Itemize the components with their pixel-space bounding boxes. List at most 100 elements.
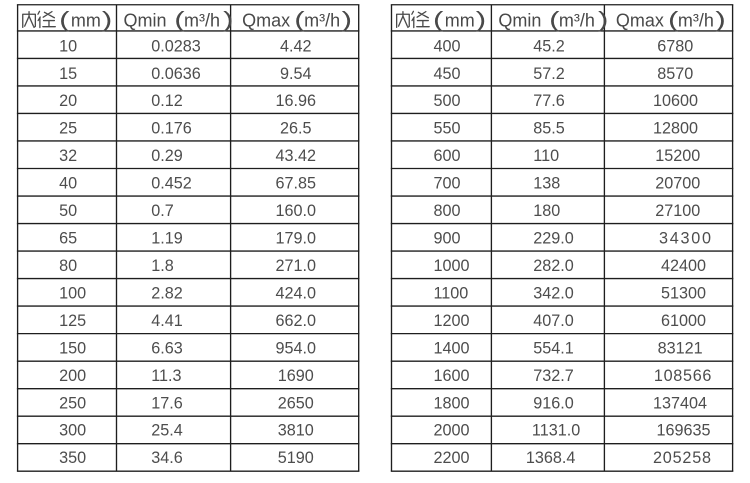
svg-text:1000: 1000 [434, 257, 470, 275]
svg-text:40: 40 [59, 175, 77, 193]
svg-text:424.0: 424.0 [276, 284, 317, 302]
svg-text:500: 500 [434, 92, 461, 110]
svg-text:1200: 1200 [434, 312, 470, 330]
svg-text:4.41: 4.41 [151, 312, 183, 330]
svg-text:20: 20 [59, 92, 77, 110]
svg-text:0.29: 0.29 [151, 147, 183, 165]
svg-text:10600: 10600 [653, 92, 698, 110]
svg-text:700: 700 [434, 175, 461, 193]
svg-text:80: 80 [59, 257, 77, 275]
svg-text:mm: mm [445, 10, 475, 30]
svg-text:m³/h: m³/h [304, 10, 340, 30]
svg-text:954.0: 954.0 [276, 339, 317, 357]
svg-text:45.2: 45.2 [533, 37, 565, 55]
svg-text:6.63: 6.63 [151, 339, 183, 357]
svg-text:1600: 1600 [434, 367, 470, 385]
svg-text:42400: 42400 [661, 257, 706, 275]
svg-text:137404: 137404 [653, 394, 707, 412]
svg-text:8570: 8570 [657, 65, 693, 83]
svg-text:67.85: 67.85 [276, 175, 317, 193]
svg-text:2650: 2650 [278, 394, 314, 412]
svg-text:2.82: 2.82 [151, 284, 183, 302]
svg-text:100: 100 [59, 284, 86, 302]
svg-text:110: 110 [533, 147, 559, 165]
svg-text:): ) [476, 7, 486, 31]
svg-text:2200: 2200 [434, 449, 470, 467]
svg-text:32: 32 [59, 147, 77, 165]
svg-text:12800: 12800 [653, 120, 698, 138]
svg-text:550: 550 [434, 120, 461, 138]
svg-text:732.7: 732.7 [533, 367, 574, 385]
svg-text:): ) [223, 7, 233, 31]
svg-text:0.7: 0.7 [151, 202, 174, 220]
svg-text:450: 450 [434, 65, 461, 83]
svg-text:): ) [102, 7, 112, 31]
svg-text:): ) [342, 7, 352, 31]
svg-text:83121: 83121 [658, 339, 703, 357]
svg-text:250: 250 [59, 394, 86, 412]
svg-text:350: 350 [59, 449, 86, 467]
svg-text:5190: 5190 [278, 449, 314, 467]
svg-text:77.6: 77.6 [533, 92, 565, 110]
svg-text:916.0: 916.0 [533, 394, 574, 412]
svg-text:11.3: 11.3 [151, 367, 181, 385]
svg-text:Qmax: Qmax [242, 10, 290, 30]
svg-text:50: 50 [59, 202, 77, 220]
svg-text:138: 138 [533, 175, 560, 193]
svg-text:0.0636: 0.0636 [151, 65, 201, 83]
svg-text:(: ( [668, 7, 678, 31]
svg-text:25.4: 25.4 [151, 422, 183, 440]
svg-text:180: 180 [533, 202, 560, 220]
svg-text:61000: 61000 [661, 312, 706, 330]
svg-text:(: ( [59, 7, 69, 31]
svg-text:0.176: 0.176 [151, 120, 192, 138]
svg-text:26.5: 26.5 [280, 120, 312, 138]
svg-text:554.1: 554.1 [533, 339, 574, 357]
svg-text:mm: mm [71, 10, 101, 30]
svg-text:): ) [715, 7, 725, 31]
svg-text:150: 150 [59, 339, 86, 357]
svg-text:205258: 205258 [653, 449, 711, 467]
svg-text:m³/h: m³/h [559, 10, 595, 30]
svg-text:1100: 1100 [434, 284, 469, 302]
svg-text:300: 300 [59, 422, 86, 440]
svg-text:25: 25 [59, 120, 77, 138]
svg-text:0.0283: 0.0283 [151, 37, 201, 55]
svg-text:169635: 169635 [657, 422, 711, 440]
svg-text:34.6: 34.6 [151, 449, 183, 467]
svg-text:51300: 51300 [661, 284, 706, 302]
svg-text:342.0: 342.0 [533, 284, 574, 302]
svg-text:0.452: 0.452 [151, 175, 192, 193]
svg-text:Qmin: Qmin [124, 10, 167, 30]
svg-text:1800: 1800 [434, 394, 470, 412]
svg-text:282.0: 282.0 [533, 257, 574, 275]
svg-text:Qmin: Qmin [498, 10, 541, 30]
svg-text:200: 200 [59, 367, 86, 385]
svg-text:Qmax: Qmax [616, 10, 664, 30]
svg-text:65: 65 [59, 230, 77, 248]
svg-text:(: ( [433, 7, 443, 31]
svg-text:15: 15 [59, 65, 77, 83]
svg-text:1.19: 1.19 [151, 230, 183, 248]
svg-text:17.6: 17.6 [151, 394, 183, 412]
svg-text:229.0: 229.0 [533, 230, 574, 248]
svg-text:15200: 15200 [655, 147, 700, 165]
svg-text:1368.4: 1368.4 [526, 449, 576, 467]
svg-text:271.0: 271.0 [276, 257, 317, 275]
svg-text:0.12: 0.12 [151, 92, 183, 110]
svg-text:34300: 34300 [659, 230, 711, 248]
svg-text:85.5: 85.5 [533, 120, 565, 138]
svg-text:16.96: 16.96 [276, 92, 317, 110]
svg-text:900: 900 [434, 230, 461, 248]
svg-text:4.42: 4.42 [280, 37, 312, 55]
svg-text:1.8: 1.8 [151, 257, 174, 275]
svg-text:6780: 6780 [657, 37, 693, 55]
svg-text:(: ( [294, 7, 304, 31]
svg-text:600: 600 [434, 147, 461, 165]
svg-text:2000: 2000 [434, 422, 470, 440]
svg-text:160.0: 160.0 [276, 202, 317, 220]
svg-text:20700: 20700 [655, 175, 700, 193]
svg-text:179.0: 179.0 [276, 230, 317, 248]
svg-text:3810: 3810 [278, 422, 314, 440]
svg-text:1400: 1400 [434, 339, 470, 357]
